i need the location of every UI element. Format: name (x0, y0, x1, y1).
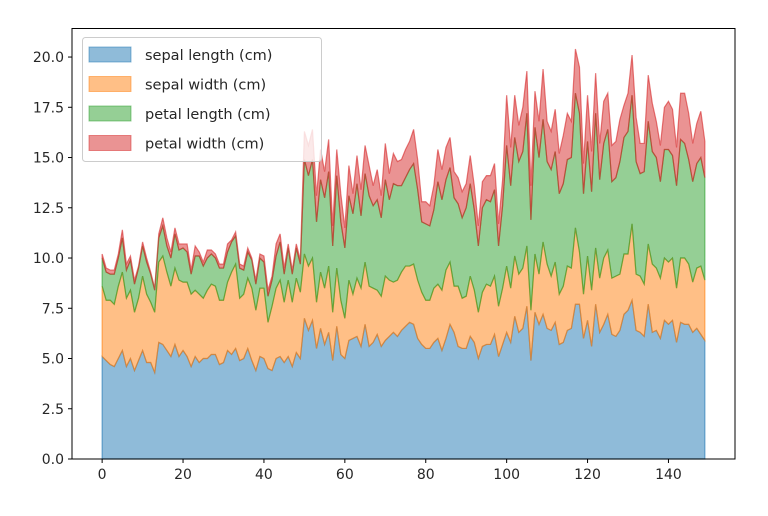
legend-swatch (88, 105, 132, 122)
y-tick-label: 15.0 (33, 151, 64, 167)
y-tick-label: 12.5 (33, 201, 64, 217)
x-tick-label: 140 (655, 467, 682, 483)
y-tick-label: 10.0 (33, 251, 64, 267)
y-tick-label: 0.0 (42, 452, 64, 468)
legend-label: sepal length (cm) (145, 48, 272, 64)
x-tick-label: 60 (336, 467, 354, 483)
y-tick-label: 2.5 (42, 402, 64, 418)
legend-swatch (88, 135, 132, 151)
x-tick-label: 120 (574, 467, 601, 483)
y-tick-label: 17.5 (33, 100, 64, 116)
x-axis: 0 20 40 60 80 100 120 140 (98, 459, 682, 483)
x-tick-label: 20 (174, 467, 192, 483)
x-tick-label: 40 (255, 467, 273, 483)
y-axis: 0.0 2.5 5.0 7.5 10.0 12.5 15.0 17.5 20.0 (33, 50, 72, 468)
legend-swatch (88, 46, 132, 63)
x-tick-label: 0 (98, 467, 107, 483)
plot-areas (101, 48, 706, 460)
legend-label: petal length (cm) (145, 107, 271, 123)
y-tick-label: 5.0 (42, 352, 64, 368)
x-tick-label: 100 (493, 467, 520, 483)
legend-swatch (88, 76, 132, 92)
y-tick-label: 20.0 (33, 50, 64, 66)
legend-box (82, 37, 322, 162)
legend-label: petal width (cm) (145, 137, 264, 153)
x-tick-label: 80 (417, 467, 435, 483)
axes-frame (71, 28, 736, 460)
legend: sepal length (cm) sepal width (cm) petal l… (82, 37, 322, 162)
y-tick-label: 7.5 (42, 301, 64, 317)
legend-label: sepal width (cm) (145, 78, 266, 94)
